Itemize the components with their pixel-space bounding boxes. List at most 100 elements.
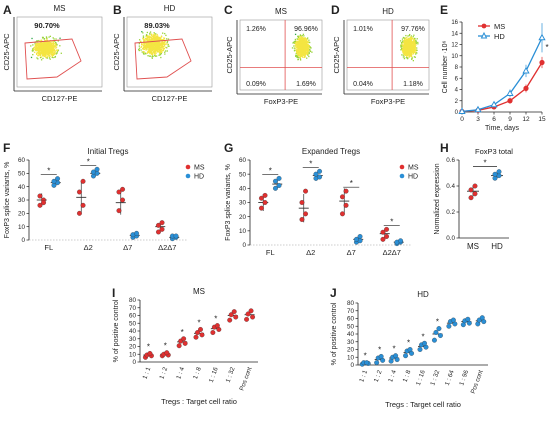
event-dot: [307, 41, 309, 43]
event-dot: [294, 33, 297, 36]
event-dot: [159, 37, 161, 39]
y-axis-label: CD25-APC: [225, 36, 234, 74]
event-dot: [155, 46, 157, 48]
data-point-MS: [76, 210, 82, 216]
event-dot: [56, 49, 59, 52]
x-tick-label: 1 : 8: [402, 369, 413, 383]
event-dot: [49, 41, 51, 43]
event-dot: [55, 45, 57, 47]
event-dot: [149, 40, 151, 42]
event-dot: [410, 45, 412, 47]
event-dot: [44, 51, 46, 53]
event-dot: [406, 49, 408, 51]
event-dot: [153, 44, 155, 46]
event-dot: [413, 34, 415, 36]
event-dot: [405, 37, 407, 39]
event-dot: [154, 39, 156, 41]
event-dot: [49, 55, 51, 58]
point-HD: [506, 89, 514, 96]
event-dot: [40, 52, 42, 54]
event-dot: [408, 45, 410, 47]
event-dot: [48, 48, 51, 51]
event-dot: [44, 54, 46, 56]
event-dot: [299, 55, 301, 57]
event-dot: [309, 48, 311, 51]
event-dot: [404, 43, 406, 45]
event-dot: [46, 49, 48, 52]
event-dot: [148, 46, 151, 48]
event-dot: [141, 31, 143, 33]
data-point-HD: [496, 169, 502, 175]
event-dot: [402, 41, 404, 44]
event-dot: [40, 42, 43, 44]
event-dot: [57, 40, 59, 42]
data-point-MS: [303, 188, 308, 194]
event-dot: [39, 56, 42, 59]
event-dot: [297, 35, 299, 37]
event-dot: [150, 47, 153, 49]
event-dot: [43, 43, 45, 45]
event-dot: [304, 40, 306, 42]
event-dot: [409, 49, 412, 51]
data-point: [164, 350, 170, 356]
event-dot: [47, 55, 49, 57]
event-dot: [404, 37, 406, 39]
event-dot: [309, 46, 311, 48]
event-dot: [412, 41, 414, 43]
event-dot: [152, 35, 155, 37]
event-dot: [153, 48, 155, 50]
event-dot: [45, 44, 47, 46]
event-dot: [165, 34, 167, 37]
event-dot: [150, 46, 152, 48]
event-dot: [411, 55, 413, 58]
event-dot: [294, 38, 297, 41]
event-dot: [37, 58, 39, 60]
event-dot: [407, 54, 409, 56]
event-dot: [149, 50, 151, 53]
event-dot: [39, 54, 42, 56]
event-dot: [297, 48, 300, 51]
event-dot: [153, 45, 155, 48]
event-dot: [302, 45, 304, 48]
y-tick-label: 30: [347, 339, 355, 346]
event-dot: [149, 31, 152, 33]
panel-letter-G: G: [224, 141, 233, 155]
event-dot: [306, 38, 308, 41]
event-dot: [297, 41, 299, 44]
data-point: [374, 360, 380, 366]
event-dot: [411, 45, 413, 48]
data-point-MS: [76, 189, 82, 195]
event-dot: [52, 54, 55, 56]
event-dot: [32, 48, 34, 50]
event-dot: [45, 48, 48, 50]
plot-title: MS: [54, 4, 66, 13]
event-dot: [37, 43, 39, 45]
event-dot: [157, 51, 159, 53]
event-dot: [302, 47, 304, 50]
significance-star: *: [214, 315, 217, 324]
event-dot: [407, 39, 409, 42]
event-dot: [306, 39, 308, 41]
y-tick-label: 0: [132, 359, 136, 366]
event-dot: [47, 51, 49, 53]
event-dot: [299, 34, 302, 36]
x-tick-label: 6: [492, 116, 496, 123]
event-dot: [409, 42, 411, 44]
data-point: [437, 333, 443, 338]
event-dot: [410, 54, 412, 57]
event-dot: [305, 41, 308, 43]
event-dot: [157, 43, 160, 45]
event-dot: [407, 50, 409, 53]
event-dot: [307, 54, 309, 56]
y-tick-label: 60: [239, 157, 247, 164]
x-tick-label: 1 : 96: [458, 369, 470, 387]
event-dot: [167, 38, 170, 40]
event-dot: [38, 43, 41, 46]
data-point-MS: [468, 187, 474, 193]
data-point-MS: [384, 226, 389, 232]
event-dot: [163, 43, 165, 45]
event-dot: [164, 32, 166, 35]
event-dot: [412, 60, 415, 62]
plot-title: HD: [417, 290, 429, 299]
event-dot: [149, 44, 151, 46]
